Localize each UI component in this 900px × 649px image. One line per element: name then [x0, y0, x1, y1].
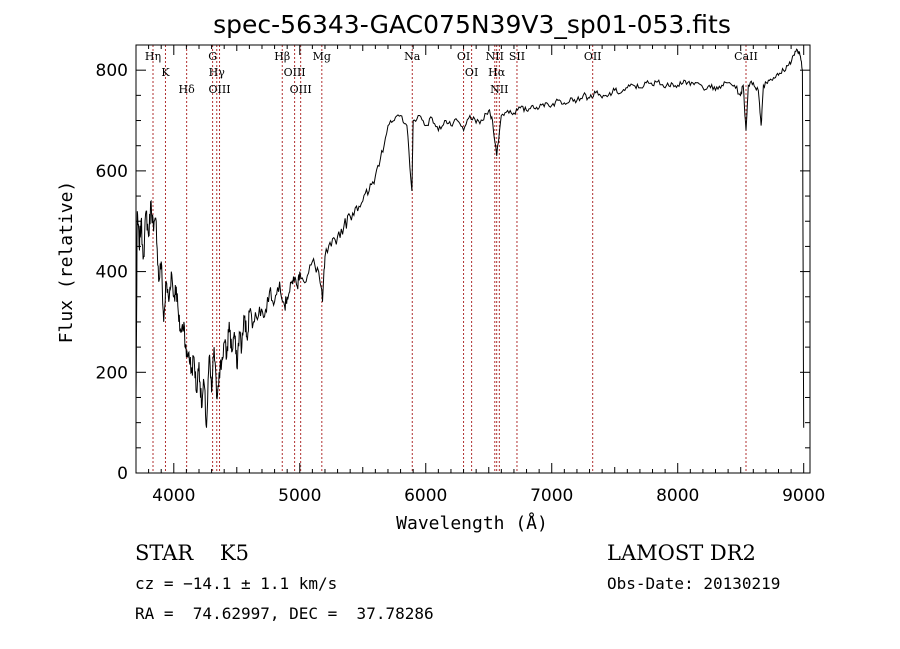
x-tick-label: 9000	[782, 486, 825, 506]
line-label: Mg	[313, 50, 331, 63]
coordinates-line: RA = 74.62997, DEC = 37.78286	[135, 604, 434, 623]
y-tick-label: 400	[96, 263, 128, 283]
line-label: NII	[490, 83, 508, 96]
x-axis-ticks: 4000 5000 6000 7000 8000 9000	[135, 45, 825, 506]
line-label: Na	[404, 50, 421, 63]
line-label: OII	[584, 50, 602, 63]
survey-name: LAMOST DR2	[607, 541, 756, 565]
line-label: OIII	[208, 83, 230, 96]
line-label: Hγ	[209, 66, 226, 79]
line-label: G	[208, 50, 217, 63]
x-tick-label: 5000	[278, 486, 321, 506]
line-label: OIII	[290, 83, 312, 96]
object-class: STAR K5	[135, 541, 249, 565]
y-tick-label: 600	[96, 162, 128, 182]
plot-frame	[135, 44, 811, 474]
line-label: OI	[465, 66, 478, 79]
y-tick-label: 0	[117, 464, 128, 484]
line-label: SII	[509, 50, 525, 63]
spectrum-line	[135, 48, 805, 428]
line-label: K	[161, 66, 170, 79]
y-tick-label: 800	[96, 61, 128, 81]
observation-date: Obs-Date: 20130219	[607, 574, 781, 593]
y-axis-label: Flux (relative)	[56, 181, 77, 344]
y-tick-label: 200	[96, 363, 128, 383]
spectral-line-labels: HηK Hδ G Hγ OIII Hβ OIII OIII Mg Na OI OI NII Hα NII SI…	[145, 50, 758, 96]
x-tick-label: 4000	[152, 486, 195, 506]
redshift-line: cz = −14.1 ± 1.1 km/s	[135, 574, 338, 593]
line-label: CaII	[734, 50, 758, 63]
x-axis-label: Wavelength (Å)	[396, 512, 548, 534]
line-label: OIII	[284, 66, 306, 79]
line-label: Hη	[145, 50, 161, 63]
chart-title: spec-56343-GAC075N39V3_sp01-053.fits	[213, 10, 731, 39]
x-tick-label: 6000	[404, 486, 447, 506]
line-label: OI	[457, 50, 470, 63]
line-label: Hα	[488, 66, 506, 79]
x-tick-label: 8000	[656, 486, 699, 506]
line-label: Hδ	[179, 83, 196, 96]
spectral-line-markers	[152, 45, 747, 473]
x-tick-label: 7000	[530, 486, 573, 506]
line-label: Hβ	[274, 50, 290, 63]
y-axis-ticks: 0 200 400 600 800	[96, 44, 810, 484]
line-label: NII	[486, 50, 504, 63]
spectrum-chart: spec-56343-GAC075N39V3_sp01-053.fits HηK…	[56, 10, 825, 534]
